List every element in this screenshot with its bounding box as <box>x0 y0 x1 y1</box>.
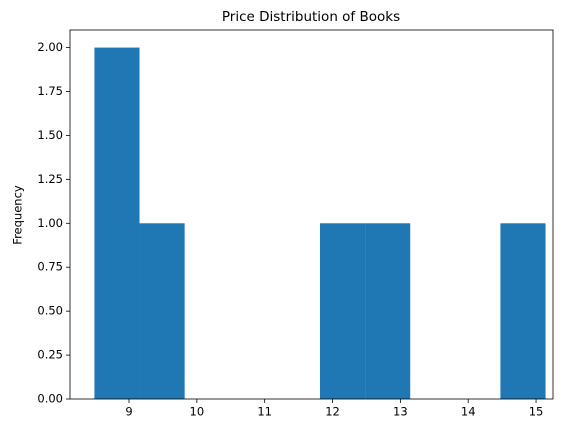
x-tick-label: 14 <box>461 405 476 419</box>
x-tick-label: 15 <box>529 405 544 419</box>
y-axis-label: Frequency <box>11 185 25 245</box>
bar <box>139 223 185 399</box>
plot-frame <box>69 29 554 400</box>
x-tick-label: 10 <box>190 405 205 419</box>
y-tick-label: 1.25 <box>37 172 63 186</box>
chart-title: Price Distribution of Books <box>222 9 400 25</box>
x-tick-label: 11 <box>257 405 272 419</box>
y-tick-label: 2.00 <box>37 40 63 54</box>
y-tick-label: 0.75 <box>37 260 63 274</box>
y-tick-label: 1.00 <box>37 216 63 230</box>
x-tick-label: 12 <box>325 405 340 419</box>
y-tick-label: 1.50 <box>37 128 63 142</box>
y-tick-label: 0.50 <box>37 304 63 318</box>
x-tick-label: 9 <box>125 405 132 419</box>
bar <box>94 47 140 399</box>
bar <box>319 223 366 399</box>
y-tick-label: 0.00 <box>37 392 63 406</box>
x-tick-label: 13 <box>393 405 408 419</box>
y-tick-label: 1.75 <box>37 84 63 98</box>
bar <box>500 223 546 399</box>
y-tick-label: 0.25 <box>37 348 63 362</box>
bar <box>365 223 411 399</box>
